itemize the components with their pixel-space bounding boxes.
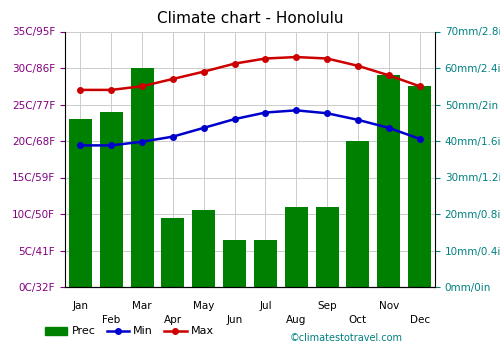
Bar [69, 119, 92, 287]
Bar [254, 239, 277, 287]
Bar [346, 141, 370, 287]
Bar [130, 68, 154, 287]
Text: Mar: Mar [132, 301, 152, 311]
Text: Feb: Feb [102, 315, 120, 325]
Text: Oct: Oct [349, 315, 367, 325]
Text: Aug: Aug [286, 315, 306, 325]
Bar [284, 207, 308, 287]
Text: Jul: Jul [259, 301, 272, 311]
Bar [192, 210, 216, 287]
Title: Climate chart - Honolulu: Climate chart - Honolulu [157, 11, 343, 26]
Legend: Prec, Min, Max: Prec, Min, Max [40, 322, 218, 341]
Bar [223, 239, 246, 287]
Bar [408, 86, 431, 287]
Text: Apr: Apr [164, 315, 182, 325]
Text: ©climatestotravel.com: ©climatestotravel.com [290, 333, 403, 343]
Text: May: May [193, 301, 214, 311]
Bar [100, 112, 123, 287]
Text: Sep: Sep [318, 301, 337, 311]
Bar [316, 207, 338, 287]
Bar [162, 218, 184, 287]
Text: Jan: Jan [72, 301, 88, 311]
Bar [377, 75, 400, 287]
Text: Nov: Nov [378, 301, 399, 311]
Text: Jun: Jun [226, 315, 242, 325]
Text: Dec: Dec [410, 315, 430, 325]
